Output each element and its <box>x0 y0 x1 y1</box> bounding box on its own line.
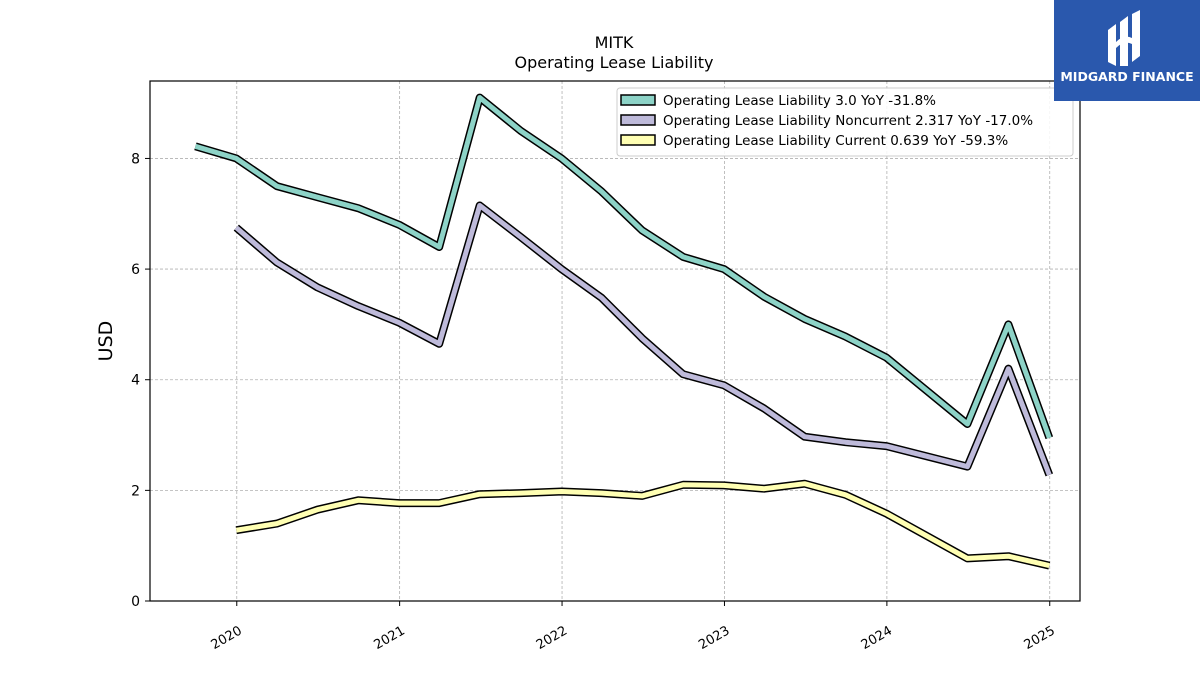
chart-title: MITK <box>595 33 634 52</box>
plot-frame <box>149 80 1081 602</box>
legend-entry: Operating Lease Liability Current 0.639 … <box>663 133 1008 149</box>
series-line <box>234 203 1052 476</box>
x-tick-label: 2024 <box>859 623 895 653</box>
series-line <box>194 95 1052 439</box>
chart-subtitle: Operating Lease Liability <box>514 53 713 72</box>
x-tick-label: 2025 <box>1022 623 1058 653</box>
y-tick-label: 0 <box>131 594 140 610</box>
y-tick-label: 8 <box>131 151 140 167</box>
legend-entry: Operating Lease Liability 3.0 YoY -31.8% <box>663 93 936 109</box>
legend-swatch <box>620 94 656 106</box>
y-tick-label: 4 <box>131 373 140 389</box>
midgard-logo-icon <box>1108 10 1140 66</box>
x-tick-label: 2023 <box>696 623 732 653</box>
legend-swatch <box>620 114 656 126</box>
y-axis: 0 2 4 6 8 <box>131 151 150 610</box>
y-axis-label: USD <box>95 321 117 362</box>
brand-name: MIDGARD FINANCE <box>1060 69 1194 84</box>
legend-swatch <box>620 134 656 146</box>
x-tick-label: 2020 <box>209 623 245 653</box>
brand-badge: MIDGARD FINANCE <box>1054 0 1200 101</box>
x-axis: 2020 2021 2022 2023 2024 2025 <box>209 601 1058 653</box>
legend-box <box>616 87 1074 157</box>
series-line <box>235 481 1050 569</box>
grid <box>150 81 1080 601</box>
x-tick-label: 2022 <box>534 623 570 653</box>
x-tick-label: 2021 <box>371 623 407 653</box>
legend-entry: Operating Lease Liability Noncurrent 2.3… <box>663 113 1033 129</box>
legend: Operating Lease Liability 3.0 YoY -31.8%… <box>616 87 1074 157</box>
series-lines <box>194 93 1054 570</box>
y-tick-label: 2 <box>131 483 140 499</box>
y-tick-label: 6 <box>131 262 140 278</box>
